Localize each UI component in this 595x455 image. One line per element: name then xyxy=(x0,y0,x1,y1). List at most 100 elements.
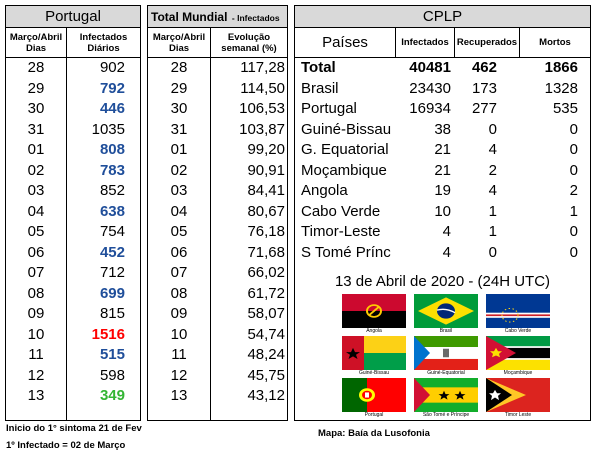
cplp-country: Moçambique xyxy=(301,161,387,179)
portugal-table: Portugal Março/Abril Dias Infectados Diá… xyxy=(5,5,141,421)
flag-caption: São Tomé e Príncipe xyxy=(422,412,470,418)
flag-brasil-icon xyxy=(414,294,478,328)
portugal-value-header: Infectados Diários xyxy=(79,31,128,54)
cplp-deaths: 1866 xyxy=(544,59,578,76)
cplp-deaths: 0 xyxy=(569,120,578,138)
portugal-infected: 699 xyxy=(99,284,125,302)
portugal-day: 11 xyxy=(28,346,44,363)
portugal-infected: 598 xyxy=(99,366,125,384)
cplp-infected: 38 xyxy=(434,120,451,138)
flag-card: Angola xyxy=(341,294,407,334)
flag-guin-equatorial-icon xyxy=(414,336,478,370)
cplp-country: Angola xyxy=(301,182,348,199)
portugal-infected: 446 xyxy=(99,100,125,117)
portugal-day: 01 xyxy=(27,141,45,158)
flag-timor-leste-icon xyxy=(486,378,550,412)
mundial-day: 13 xyxy=(170,387,188,404)
portugal-day: 31 xyxy=(27,120,45,138)
cplp-country: Timor-Leste xyxy=(301,223,381,240)
cplp-recovered: 0 xyxy=(488,120,497,138)
portugal-row: 28 902 xyxy=(6,58,140,79)
mundial-evolution: 103,87 xyxy=(239,120,285,138)
flag-caption: Brasil xyxy=(439,328,453,334)
portugal-infected: 638 xyxy=(99,202,125,220)
flag-caption: Moçambique xyxy=(503,370,533,376)
cplp-country: S Tomé Prínc xyxy=(301,243,391,261)
mundial-evolution: 90,91 xyxy=(247,161,285,179)
mundial-rows: 28 117,28 29 114,50 30 106,53 31 103,87 01 99,20 0… xyxy=(148,58,287,407)
cplp-deaths: 1 xyxy=(569,202,578,220)
mundial-row: 01 99,20 xyxy=(148,140,287,161)
mundial-day: 07 xyxy=(170,264,188,281)
portugal-row: 09 815 xyxy=(6,304,140,325)
mundial-day: 06 xyxy=(170,243,188,261)
mundial-evolution: 71,68 xyxy=(247,243,285,261)
mundial-evolution: 106,53 xyxy=(239,100,285,117)
mundial-row: 08 61,72 xyxy=(148,284,287,305)
flag-guin-bissau-icon xyxy=(342,336,406,370)
cplp-deaths: 1328 xyxy=(544,79,578,97)
portugal-infected: 902 xyxy=(99,59,125,76)
mundial-day: 29 xyxy=(170,79,188,97)
flag-caption: Timor Leste xyxy=(504,412,532,418)
cplp-row: Guiné-Bissau 38 0 0 xyxy=(295,120,590,141)
cplp-row: S Tomé Prínc 4 0 0 xyxy=(295,243,590,264)
cplp-country: G. Equatorial xyxy=(301,141,389,158)
mundial-day: 03 xyxy=(170,182,188,199)
mundial-date-header: Março/Abril Dias xyxy=(152,31,206,54)
mundial-day: 28 xyxy=(170,59,188,76)
flag-caption: Guiné-Bissau xyxy=(358,370,389,376)
mundial-row: 06 71,68 xyxy=(148,243,287,264)
portugal-day: 28 xyxy=(27,59,45,76)
portugal-row: 06 452 xyxy=(6,243,140,264)
cplp-recovered: 4 xyxy=(488,141,497,158)
mundial-evolution: 84,41 xyxy=(247,182,285,199)
cplp-row: Moçambique 21 2 0 xyxy=(295,161,590,182)
mundial-row: 28 117,28 xyxy=(148,58,287,79)
portugal-day: 10 xyxy=(27,325,45,343)
cplp-deaths: 535 xyxy=(552,100,578,117)
mundial-row: 29 114,50 xyxy=(148,79,287,100)
mundial-day: 10 xyxy=(170,325,188,343)
cplp-country: Total xyxy=(301,59,336,76)
mundial-day: 04 xyxy=(170,202,188,220)
mundial-row: 07 66,02 xyxy=(148,263,287,284)
flag-card: Guiné-Equatorial xyxy=(413,336,479,376)
portugal-infected: 1516 xyxy=(91,325,125,343)
cplp-deaths-header: Mortos xyxy=(539,37,571,48)
portugal-infected: 515 xyxy=(99,346,125,363)
portugal-day: 02 xyxy=(27,161,45,179)
cplp-country-header: Países xyxy=(322,34,368,51)
mundial-day: 05 xyxy=(170,223,188,240)
cplp-country: Brasil xyxy=(301,79,339,97)
cplp-row: G. Equatorial 21 4 0 xyxy=(295,140,590,161)
mundial-evolution: 58,07 xyxy=(247,305,285,322)
portugal-note-2: 1º Infectado = 02 de Março xyxy=(6,440,126,451)
cplp-recovered: 0 xyxy=(488,243,497,261)
portugal-infected: 452 xyxy=(99,243,125,261)
portugal-row: 08 699 xyxy=(6,284,140,305)
portugal-day: 03 xyxy=(27,182,45,199)
mundial-column-headers: Março/Abril Dias Evolução semanal (%) xyxy=(148,28,287,58)
portugal-row: 30 446 xyxy=(6,99,140,120)
flag-s-o-tom-e-pr-ncipe-icon xyxy=(414,378,478,412)
cplp-row: Timor-Leste 4 1 0 xyxy=(295,222,590,243)
cplp-deaths: 0 xyxy=(569,223,578,240)
mundial-evolution: 61,72 xyxy=(247,284,285,302)
portugal-infected: 808 xyxy=(99,141,125,158)
mundial-day: 31 xyxy=(170,120,188,138)
mundial-table: Total Mundial - Infectados Março/Abril D… xyxy=(147,5,288,421)
flag-card: São Tomé e Príncipe xyxy=(413,378,479,418)
flag-portugal-icon xyxy=(342,378,406,412)
mundial-day: 30 xyxy=(170,100,188,117)
portugal-day: 29 xyxy=(27,79,45,97)
mundial-evolution: 45,75 xyxy=(247,366,285,384)
map-caption: Mapa: Baía da Lusofonia xyxy=(318,428,430,439)
mundial-day: 09 xyxy=(170,305,188,322)
flag-card: Moçambique xyxy=(485,336,551,376)
mundial-day: 11 xyxy=(171,346,187,363)
flag-cabo-verde-icon xyxy=(486,294,550,328)
cplp-infected: 21 xyxy=(434,141,451,158)
portugal-day: 07 xyxy=(27,264,45,281)
portugal-row: 07 712 xyxy=(6,263,140,284)
